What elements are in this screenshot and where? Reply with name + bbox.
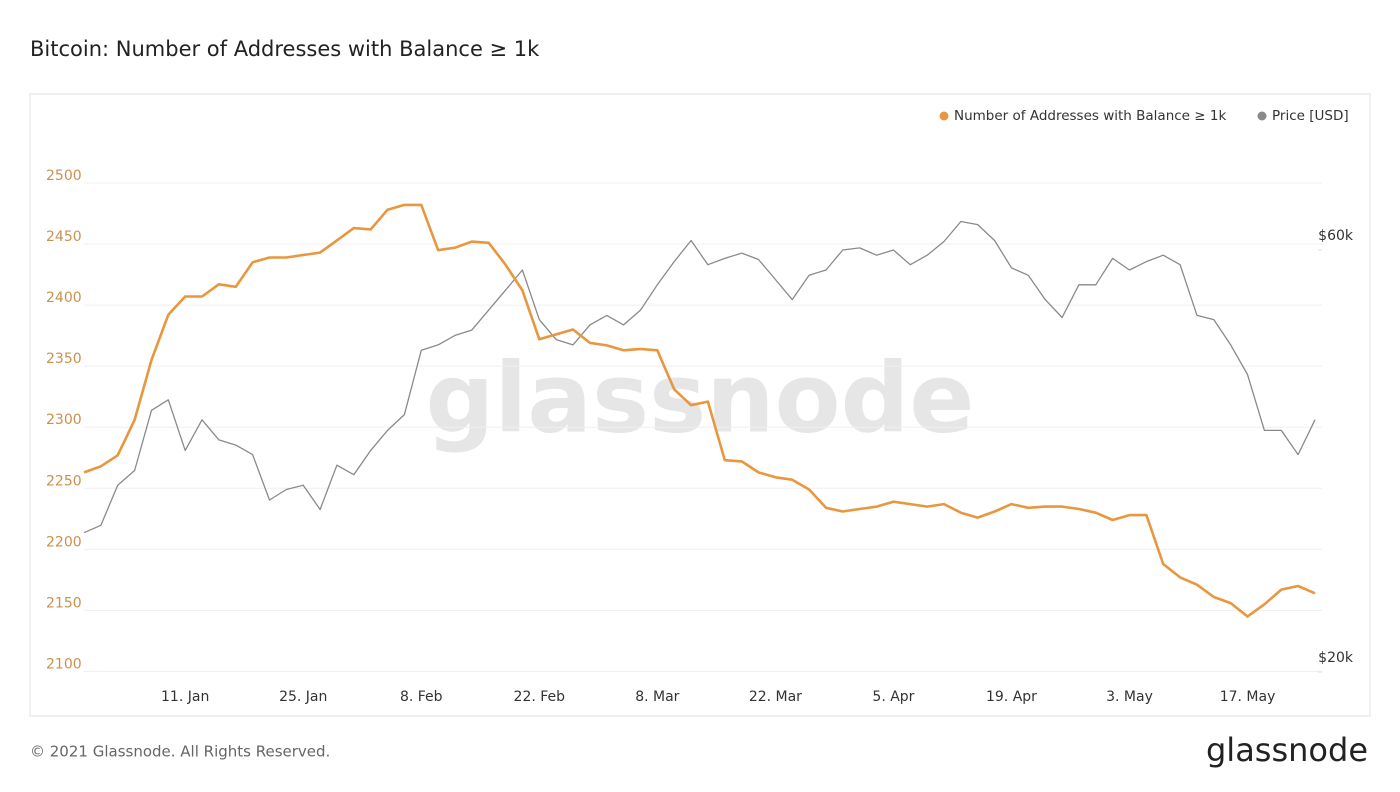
x-tick-label: 25. Jan bbox=[279, 689, 327, 705]
y-tick-label: 2300 bbox=[46, 412, 82, 428]
footer: © 2021 Glassnode. All Rights Reserved. bbox=[30, 743, 330, 761]
x-tick-label: 5. Apr bbox=[872, 689, 914, 705]
legend-label: Price [USD] bbox=[1272, 108, 1349, 124]
x-tick-label: 8. Feb bbox=[400, 689, 443, 705]
y-tick-label: 2100 bbox=[46, 656, 82, 672]
x-tick-label: 17. May bbox=[1220, 689, 1276, 705]
y-tick-label: 2250 bbox=[46, 473, 82, 489]
legend-marker bbox=[1257, 111, 1267, 121]
y-tick-label: 2500 bbox=[46, 168, 82, 184]
y-tick-label: 2450 bbox=[46, 229, 82, 245]
series-line bbox=[83, 203, 1316, 618]
watermark: glassnode bbox=[426, 342, 975, 454]
x-tick-label: 8. Mar bbox=[635, 689, 679, 705]
x-tick-label: 22. Mar bbox=[749, 689, 802, 705]
y-tick-label: 2400 bbox=[46, 290, 82, 306]
y-tick-label: 2150 bbox=[46, 595, 82, 611]
y2-tick-label: $60k bbox=[1318, 228, 1354, 244]
x-tick-label: 19. Apr bbox=[986, 689, 1037, 705]
y-tick-label: 2350 bbox=[46, 351, 82, 367]
x-tick-label: 22. Feb bbox=[514, 689, 566, 705]
legend-marker bbox=[939, 111, 949, 121]
brand-logo: glassnode bbox=[1206, 731, 1368, 769]
x-tick-label: 3. May bbox=[1106, 689, 1153, 705]
y-tick-label: 2200 bbox=[46, 534, 82, 550]
y2-tick-label: $20k bbox=[1318, 650, 1354, 666]
series-line bbox=[83, 220, 1316, 534]
chart-title: Bitcoin: Number of Addresses with Balanc… bbox=[30, 37, 540, 61]
x-tick-label: 11. Jan bbox=[161, 689, 209, 705]
chart-panel bbox=[29, 93, 1371, 717]
legend-label: Number of Addresses with Balance ≥ 1k bbox=[954, 108, 1226, 124]
